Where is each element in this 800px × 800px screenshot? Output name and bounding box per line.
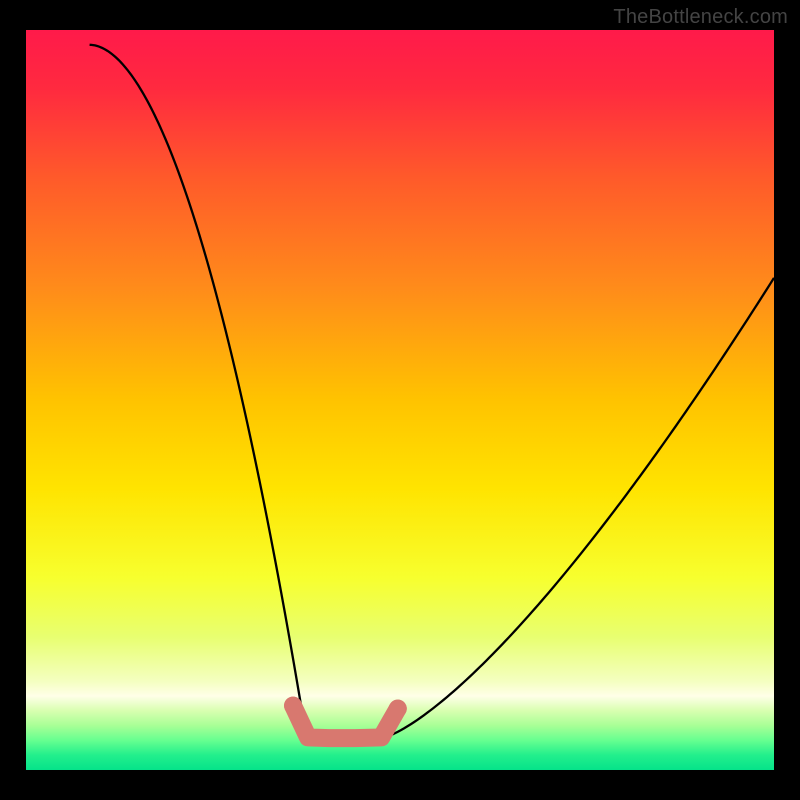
chart-svg [26, 30, 774, 770]
plot-area [26, 30, 774, 770]
highlight-dot-right [389, 700, 407, 718]
highlight-dot-left [284, 697, 302, 715]
watermark-text: TheBottleneck.com [613, 6, 788, 29]
